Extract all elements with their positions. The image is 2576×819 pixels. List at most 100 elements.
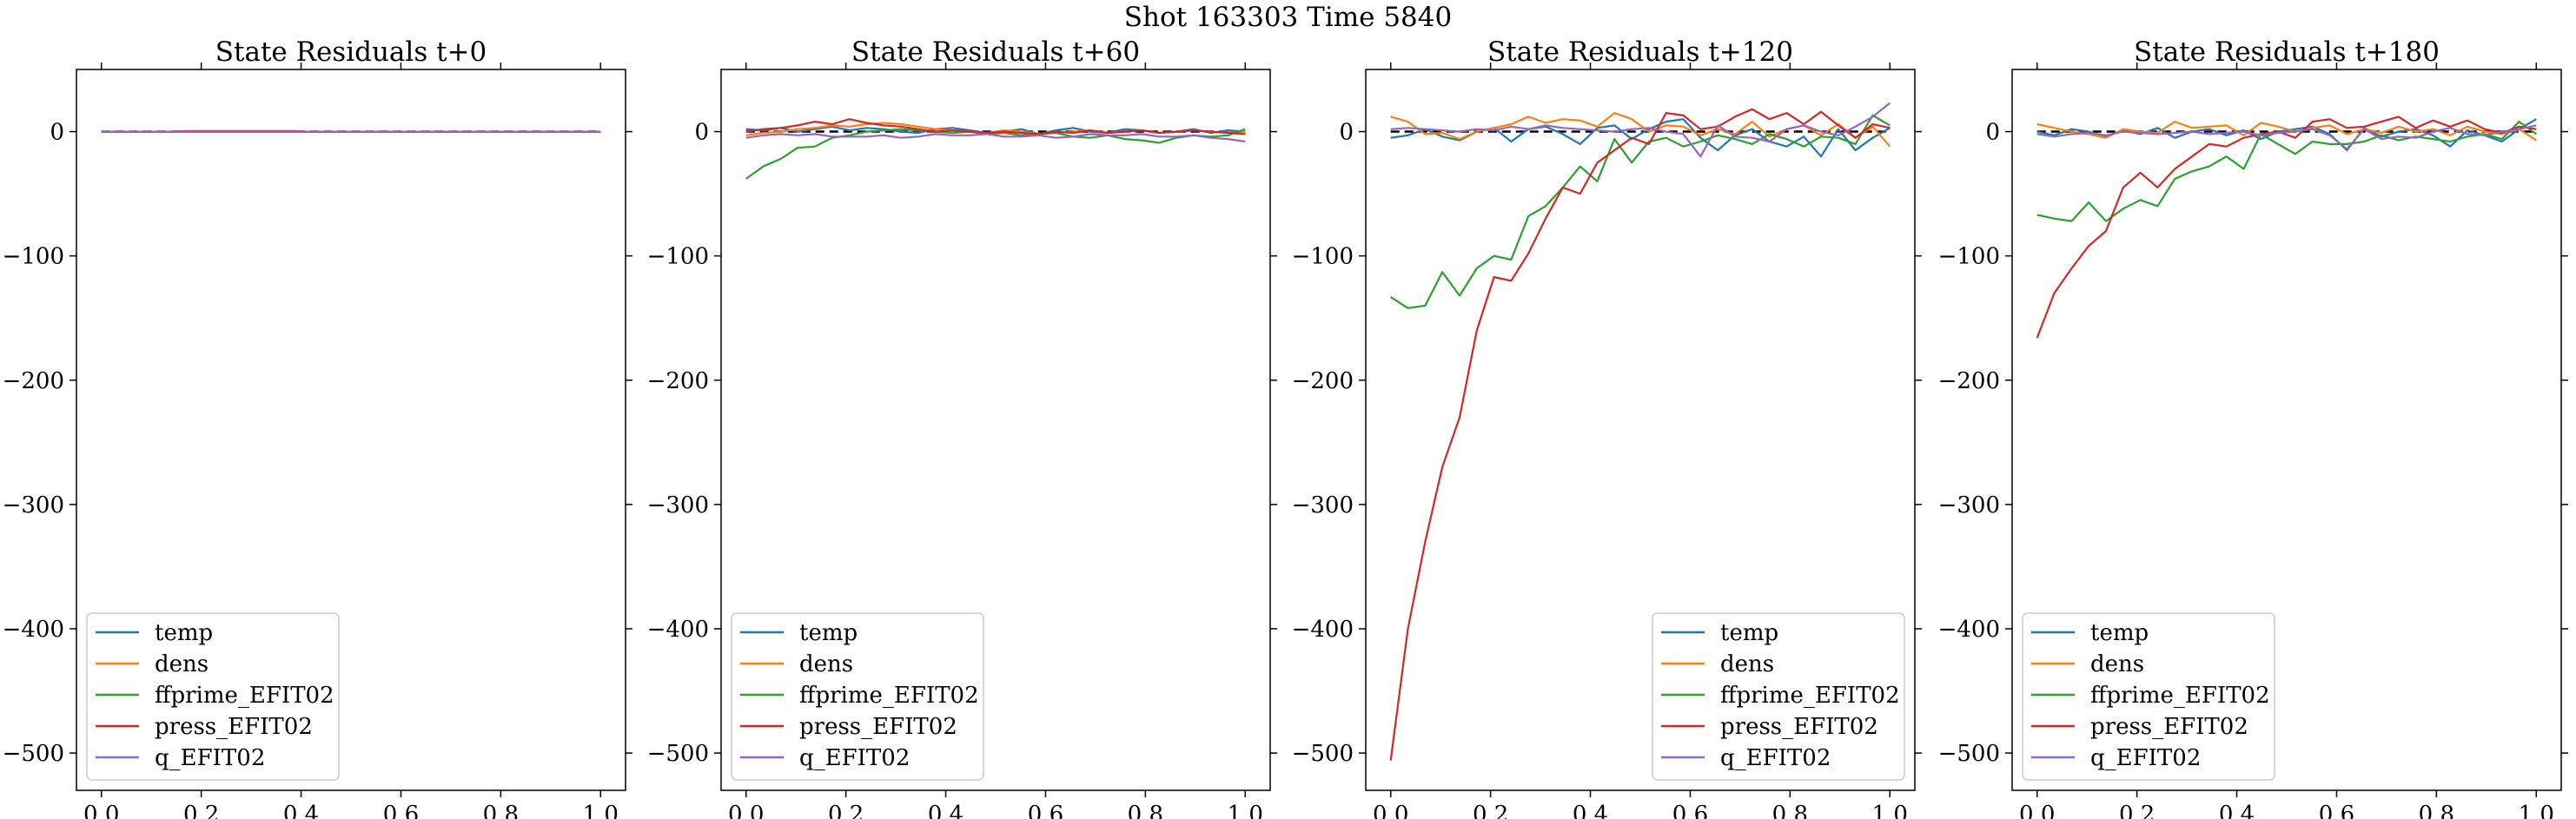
y-tick-label: −100: [1938, 244, 2000, 270]
x-tick-label: 0.2: [828, 802, 864, 819]
y-tick-label: 0: [1985, 120, 2000, 146]
legend-label-q_EFIT02: q_EFIT02: [799, 745, 910, 771]
series-line-q_EFIT02: [745, 133, 1246, 143]
subplot-title: State Residuals t+0: [215, 36, 487, 68]
y-tick-label: −400: [1292, 617, 1354, 643]
y-tick-label: −400: [1938, 617, 2000, 643]
plot-frame: [2011, 69, 2562, 791]
series-line-q_EFIT02: [2036, 124, 2537, 150]
x-tick-label: 0.8: [2419, 802, 2454, 819]
legend: temp dens ffprime_EFIT02 press_EFIT02 q_EFIT…: [1652, 612, 1905, 781]
y-tick-label: −200: [3, 368, 64, 394]
y-tick-label: −400: [647, 617, 709, 643]
x-tick-label: 0.4: [928, 802, 964, 819]
legend: temp dens ffprime_EFIT02 press_EFIT02 q_EFIT…: [86, 612, 340, 781]
y-tick-label: −500: [3, 741, 64, 767]
y-tick-label: 0: [50, 120, 64, 146]
legend-label-temp: temp: [799, 620, 858, 646]
legend-label-ffprime_EFIT02: ffprime_EFIT02: [799, 683, 979, 709]
subplot-1: State Residuals t+0 0.0 0.2 0.4 0.6 0.8 1.0 0 −1…: [3, 36, 632, 819]
series-line-press_EFIT02: [1389, 108, 1891, 761]
subplot-2: State Residuals t+60 0.0 0.2 0.4 0.6 0.8 1.0 0 −…: [647, 36, 1277, 819]
y-tick-label: 0: [694, 120, 709, 146]
y-tick-label: −300: [1292, 492, 1354, 518]
x-tick-label: 0.4: [2219, 802, 2255, 819]
legend-label-dens: dens: [1720, 651, 1774, 677]
legend-box: [731, 612, 984, 781]
y-tick-label: −200: [1292, 368, 1354, 394]
x-tick-label: 0.0: [1373, 802, 1408, 819]
series-line-dens: [2036, 121, 2537, 142]
y-tick-label: −100: [3, 244, 64, 270]
x-tick-label: 0.4: [1573, 802, 1608, 819]
series-line-ffprime_EFIT02: [1390, 114, 1891, 309]
x-tick-label: 0.0: [83, 802, 119, 819]
y-tick-label: −300: [3, 492, 64, 518]
series-line-ffprime_EFIT02: [745, 128, 1246, 180]
y-tick-label: −500: [647, 741, 709, 767]
x-tick-label: 0.4: [283, 802, 319, 819]
x-tick-label: 0.8: [1128, 802, 1163, 819]
x-tick-label: 1.0: [1228, 802, 1263, 819]
x-tick-label: 1.0: [583, 802, 619, 819]
legend-label-q_EFIT02: q_EFIT02: [1720, 745, 1831, 771]
x-tick-label: 0.8: [483, 802, 519, 819]
y-tick-label: −100: [1292, 244, 1354, 270]
legend-label-temp: temp: [2090, 620, 2149, 646]
legend-label-q_EFIT02: q_EFIT02: [2090, 745, 2201, 771]
legend-label-press_EFIT02: press_EFIT02: [155, 714, 313, 740]
legend-box: [86, 612, 340, 781]
x-tick-label: 0.6: [1028, 802, 1063, 819]
figure-title: Shot 163303 Time 5840: [1123, 2, 1453, 33]
plot-frame: [76, 69, 626, 791]
x-tick-label: 0.8: [1772, 802, 1808, 819]
legend: temp dens ffprime_EFIT02 press_EFIT02 q_EFIT…: [2022, 612, 2275, 781]
x-tick-label: 0.0: [728, 802, 764, 819]
legend-label-press_EFIT02: press_EFIT02: [1720, 714, 1878, 740]
series-line-ffprime_EFIT02: [2036, 121, 2537, 222]
legend-label-dens: dens: [155, 651, 209, 677]
legend-label-temp: temp: [1720, 620, 1778, 646]
plot-frame: [1365, 69, 1916, 791]
legend-label-ffprime_EFIT02: ffprime_EFIT02: [1720, 683, 1900, 709]
legend-label-ffprime_EFIT02: ffprime_EFIT02: [155, 683, 334, 709]
legend-label-dens: dens: [799, 651, 853, 677]
subplot-4: State Residuals t+180 0.0 0.2 0.4 0.6 0.8 1.0 0…: [1938, 36, 2568, 819]
legend-label-press_EFIT02: press_EFIT02: [799, 714, 957, 740]
legend-box: [1652, 612, 1905, 781]
y-tick-label: −100: [647, 244, 709, 270]
y-tick-label: −200: [1938, 368, 2000, 394]
x-tick-label: 0.6: [383, 802, 419, 819]
subplot-title: State Residuals t+60: [851, 36, 1140, 68]
y-tick-label: 0: [1339, 120, 1354, 146]
series-line-q_EFIT02: [1390, 102, 1891, 158]
y-tick-label: −300: [647, 492, 709, 518]
y-tick-label: −200: [647, 368, 709, 394]
series-line-press_EFIT02: [745, 118, 1246, 135]
series-line-press_EFIT02: [2036, 116, 2537, 339]
subplot-3: State Residuals t+120 0.0 0.2 0.4 0.6 0.8 1.0 0…: [1292, 36, 1922, 819]
plot-frame: [720, 69, 1271, 791]
y-tick-label: −500: [1938, 741, 2000, 767]
y-tick-label: −400: [3, 617, 64, 643]
y-tick-label: −500: [1292, 741, 1354, 767]
x-tick-label: 0.6: [1672, 802, 1708, 819]
legend-label-ffprime_EFIT02: ffprime_EFIT02: [2090, 683, 2270, 709]
legend-label-temp: temp: [155, 620, 213, 646]
legend-label-dens: dens: [2090, 651, 2144, 677]
legend-box: [2022, 612, 2275, 781]
y-tick-label: −300: [1938, 492, 2000, 518]
legend-label-q_EFIT02: q_EFIT02: [155, 745, 265, 771]
x-tick-label: 0.2: [1473, 802, 1508, 819]
x-tick-label: 0.2: [183, 802, 219, 819]
x-tick-label: 1.0: [1872, 802, 1908, 819]
x-tick-label: 1.0: [2519, 802, 2554, 819]
legend-label-press_EFIT02: press_EFIT02: [2090, 714, 2248, 740]
x-tick-label: 0.2: [2119, 802, 2155, 819]
subplot-title: State Residuals t+120: [1487, 36, 1793, 68]
x-tick-label: 0.6: [2319, 802, 2354, 819]
x-tick-label: 0.0: [2019, 802, 2055, 819]
subplot-title: State Residuals t+180: [2134, 36, 2440, 68]
legend: temp dens ffprime_EFIT02 press_EFIT02 q_EFIT…: [731, 612, 984, 781]
